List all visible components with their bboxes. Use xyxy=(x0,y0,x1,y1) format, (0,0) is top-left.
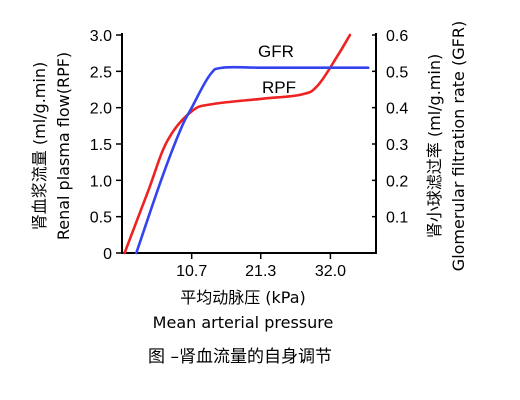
series-lines xyxy=(123,33,370,255)
left-tick-label: 0.5 xyxy=(90,210,112,227)
right-tick-label: 0.3 xyxy=(386,137,408,154)
series-line-rpf xyxy=(123,33,352,255)
left-axis-title-en: Renal plasma flow(RPF) xyxy=(54,52,73,240)
series-line-gfr xyxy=(135,65,370,255)
right-tick-label: 0.5 xyxy=(386,64,408,81)
left-tick-label: 1.0 xyxy=(90,173,112,190)
left-tick-label: 2.5 xyxy=(90,64,112,81)
right-axis-title-en: Glomerular filtration rate (GFR) xyxy=(449,21,468,271)
right-tick-label: 0.1 xyxy=(386,210,408,227)
right-tick-label: 0.4 xyxy=(386,101,408,118)
left-tick-label: 3.0 xyxy=(90,28,112,45)
axes xyxy=(121,33,377,254)
x-tick-label: 21.3 xyxy=(245,263,276,280)
x-tick-label: 32.0 xyxy=(315,263,346,280)
x-tick-label: 10.7 xyxy=(176,263,207,280)
right-tick-label: 0.2 xyxy=(386,173,408,190)
right-tick-label: 0.6 xyxy=(386,28,408,45)
left-tick-label: 0 xyxy=(103,246,112,263)
figure-caption: 图 –肾血流量的自身调节 xyxy=(148,347,332,367)
right-axis-title: 肾小球滤过率 (ml/g.min) xyxy=(425,54,444,238)
x-axis-title-en: Mean arterial pressure xyxy=(153,313,334,332)
left-tick-label: 1.5 xyxy=(90,137,112,154)
series-label-gfr: GFR xyxy=(258,42,294,61)
x-axis-title: 平均动脉压 (kPa) xyxy=(180,288,306,307)
tick-marks: 0 0.5 1.0 1.5 2.0 2.5 3.0 0.1 0.2 0.3 0.4 0.5 0.6 10.… xyxy=(90,28,409,280)
left-axis-title: 肾血浆流量 (ml/g.min) xyxy=(30,62,49,230)
left-tick-label: 2.0 xyxy=(90,101,112,118)
series-label-rpf: RPF xyxy=(262,78,296,97)
